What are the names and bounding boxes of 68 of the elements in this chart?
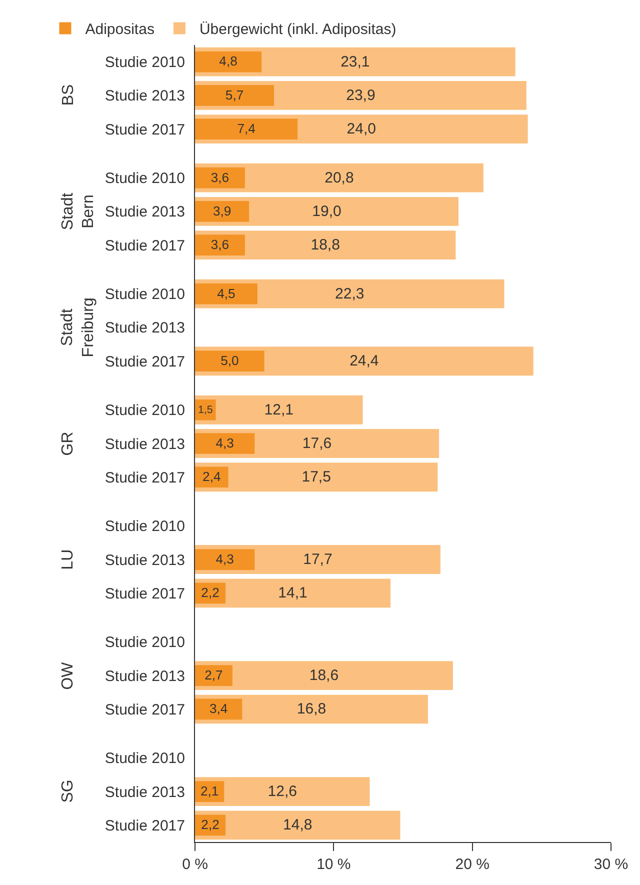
data-label: 3,6: [210, 237, 230, 252]
data-label: 18,8: [310, 236, 340, 254]
data-label: 1,5: [198, 404, 213, 416]
data-label: 24,4: [350, 352, 379, 370]
data-label: 17,7: [303, 551, 332, 568]
y-tick-label: Studie 2010: [104, 170, 185, 188]
data-label: 2,2: [201, 817, 220, 832]
data-label: 23,9: [346, 86, 376, 104]
data-label: 7,4: [237, 121, 256, 136]
data-label: 12,1: [264, 401, 294, 418]
data-label: 24,0: [346, 120, 376, 138]
x-tick-label: 30 %: [594, 856, 628, 873]
data-label: 2,1: [200, 783, 219, 798]
legend-label: Adipositas: [85, 21, 154, 38]
data-label: 2,4: [202, 469, 221, 484]
data-label: 17,5: [302, 468, 331, 486]
y-tick-label: Studie 2010: [104, 402, 185, 420]
y-tick-label: Studie 2010: [104, 750, 185, 768]
text: LU: [60, 549, 77, 570]
data-label: 2,7: [204, 667, 223, 682]
data-label: 17,6: [302, 435, 332, 452]
y-tick-label: Studie 2017: [104, 585, 185, 602]
y-tick-label: Studie 2013: [104, 668, 185, 685]
y-tick-label: Studie 2017: [104, 469, 185, 486]
y-tick-label: Studie 2013: [104, 320, 185, 337]
data-label: 3,4: [209, 701, 228, 716]
y-tick-label: Studie 2010: [104, 634, 185, 652]
y-tick-label: Studie 2010: [104, 518, 185, 536]
y-tick-label: Studie 2010: [104, 286, 185, 304]
y-tick-label: Studie 2013: [104, 436, 185, 453]
text: SG: [60, 780, 77, 803]
data-label: 5,0: [220, 353, 239, 368]
data-label: 12,6: [268, 783, 297, 800]
data-label: 16,8: [296, 700, 326, 718]
y-tick-label: Studie 2013: [104, 552, 185, 569]
y-tick-label: Studie 2013: [104, 204, 185, 221]
data-label: 4,5: [217, 286, 236, 301]
data-label: 19,0: [312, 202, 342, 220]
y-tick-label: Studie 2017: [104, 237, 185, 254]
data-label: 4,3: [216, 551, 234, 566]
y-tick-label: Studie 2017: [104, 701, 185, 718]
x-tick-label: 0 %: [182, 856, 208, 873]
text: Stadt Freiburg: [59, 298, 98, 358]
data-label: 14,8: [283, 816, 312, 834]
y-tick-label: Studie 2013: [104, 784, 185, 801]
y-tick-label: Studie 2013: [104, 88, 185, 105]
text: BS: [60, 84, 77, 106]
y-tick-label: Studie 2017: [104, 353, 185, 370]
text: Stadt Bern: [59, 192, 98, 230]
y-tick-label: Studie 2010: [104, 54, 185, 72]
text: GR: [60, 432, 77, 456]
legend-label: Übergewicht (inkl. Adipositas): [199, 21, 396, 38]
x-tick-label: 20 %: [455, 856, 490, 873]
text: OW: [60, 661, 77, 690]
y-tick-label: Studie 2017: [104, 817, 185, 834]
data-label: 4,3: [216, 435, 234, 450]
data-label: 23,1: [340, 53, 370, 70]
data-label: 18,6: [309, 667, 339, 684]
data-label: 5,7: [225, 87, 244, 102]
x-tick-label: 10 %: [316, 856, 351, 873]
data-label: 3,6: [210, 170, 230, 185]
data-label: 22,3: [335, 285, 364, 302]
data-label: 20,8: [324, 169, 354, 186]
data-label: 2,2: [201, 585, 220, 600]
data-label: 4,8: [219, 54, 238, 69]
data-label: 3,9: [212, 203, 232, 218]
data-label: 14,1: [278, 584, 308, 602]
y-tick-label: Studie 2017: [104, 121, 185, 138]
